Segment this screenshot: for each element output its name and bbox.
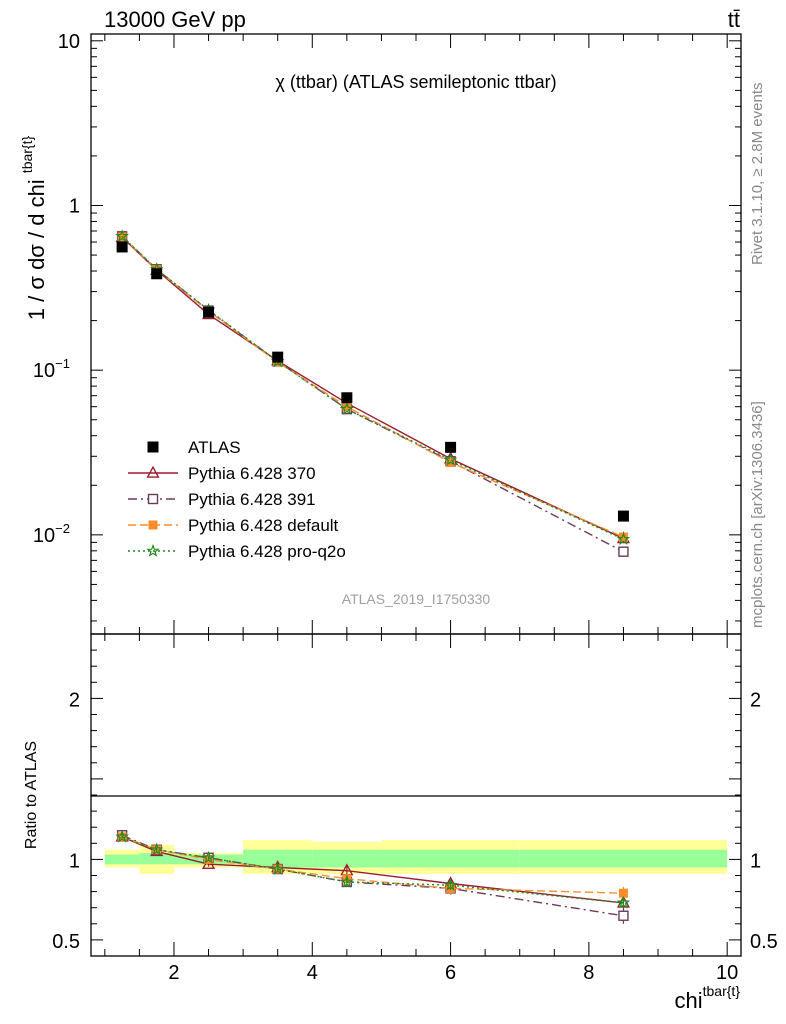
legend-marker — [146, 543, 160, 557]
main-y-tick-label: 1 — [69, 195, 80, 217]
ratio-y-tick-label-right: 1 — [750, 850, 761, 872]
data-point — [116, 241, 128, 253]
ratio-y-tick-label-right: 2 — [750, 689, 761, 711]
data-point — [341, 392, 353, 404]
data-point — [270, 861, 285, 875]
data-point — [618, 532, 628, 542]
data-point — [115, 229, 129, 243]
legend-label: Pythia 6.428 391 — [188, 490, 316, 509]
ratio-panel: 2 4 6 8 10 0.5 0.5 1 1 2 2 Ratio to ATLAS — [23, 633, 778, 984]
ratio-y-axis-label: Ratio to ATLAS — [23, 741, 40, 849]
mcplots-label: mcplots.cern.ch [arXiv:1306.3436] — [749, 401, 766, 628]
main-data — [115, 229, 631, 557]
x-tick-label: 8 — [583, 962, 594, 984]
main-y-axis-label-sup: tbar{t} — [19, 135, 35, 173]
legend-item: Pythia 6.428 391 — [128, 490, 316, 509]
uncertainty-band-inner — [243, 849, 313, 868]
legend-label: Pythia 6.428 pro-q2o — [188, 542, 346, 561]
data-point — [149, 842, 164, 856]
series-atlas — [116, 241, 629, 522]
data-point — [443, 452, 458, 466]
ratio-y-tick-label: 2 — [69, 689, 80, 711]
data-point — [201, 850, 216, 864]
legend-label: ATLAS — [188, 438, 241, 457]
ratio-y-tick-label: 1 — [69, 850, 80, 872]
watermark: ATLAS_2019_I1750330 — [342, 591, 491, 607]
main-y-tick-label: 10−2 — [33, 521, 70, 547]
legend-marker — [148, 520, 158, 530]
data-point — [340, 874, 354, 888]
ratio-y-tick-label-right: 0.5 — [750, 931, 778, 953]
data-point — [618, 888, 628, 898]
legend-label: Pythia 6.428 default — [188, 516, 339, 535]
uncertainty-band-inner — [104, 854, 140, 865]
data-point — [443, 878, 458, 891]
rivet-label: Rivet 3.1.10, ≥ 2.8M events — [749, 83, 766, 266]
uncertainty-band-inner — [519, 849, 728, 868]
x-tick-label: 6 — [445, 962, 456, 984]
main-y-axis-label: 1 / σ dσ / d chi tbar{t} — [19, 135, 49, 320]
data-point — [445, 441, 457, 453]
ratio-y-tick-label: 0.5 — [52, 931, 80, 953]
legend-label: Pythia 6.428 370 — [188, 464, 316, 483]
main-y-ticks: 10 1 10−1 10−2 — [33, 31, 741, 634]
ratio-data — [115, 829, 631, 924]
data-point — [203, 306, 215, 318]
ratio-ticks: 2 4 6 8 10 0.5 0.5 1 1 2 2 — [52, 634, 778, 984]
data-point — [342, 402, 352, 412]
data-point — [617, 510, 629, 522]
legend-item: Pythia 6.428 default — [128, 516, 339, 535]
main-title: χ (ttbar) (ATLAS semileptonic ttbar) — [275, 72, 556, 92]
legend-item: Pythia 6.428 pro-q2o — [128, 542, 346, 561]
data-point — [115, 829, 129, 843]
data-point — [340, 401, 354, 415]
x-tick-label: 4 — [307, 962, 318, 984]
legend-marker — [147, 493, 159, 505]
data-point — [616, 532, 631, 546]
legend: ATLAS Pythia 6.428 370 Pythia 6.428 391 Pyt… — [128, 438, 346, 561]
main-y-tick-label: 10 — [58, 31, 80, 53]
data-point — [616, 895, 631, 909]
ratio-frame — [90, 633, 742, 957]
x-axis-label: chitbar{t} — [675, 983, 741, 1013]
legend-marker — [147, 441, 159, 453]
uncertainty-band-inner — [312, 849, 382, 868]
legend-item: ATLAS — [147, 438, 241, 457]
data-point — [618, 546, 629, 557]
main-y-tick-label: 10−1 — [33, 356, 70, 382]
series-pythia-6-428-pro-q2o — [115, 829, 631, 909]
x-tick-label: 2 — [168, 962, 179, 984]
uncertainty-band-inner — [381, 849, 520, 868]
data-point — [151, 268, 163, 280]
legend-marker — [146, 465, 160, 478]
main-panel: χ (ttbar) (ATLAS semileptonic ttbar) ATL… — [19, 31, 742, 635]
main-y-axis-label-text: 1 / σ dσ / d chi — [24, 179, 49, 320]
x-tick-label: 10 — [716, 962, 738, 984]
uncertainty-band-inner — [139, 852, 174, 865]
header-left: 13000 GeV pp — [104, 7, 246, 32]
header-right: tt̄ — [728, 7, 740, 32]
data-point — [272, 351, 284, 363]
legend-item: Pythia 6.428 370 — [128, 464, 316, 483]
data-point — [618, 910, 629, 921]
